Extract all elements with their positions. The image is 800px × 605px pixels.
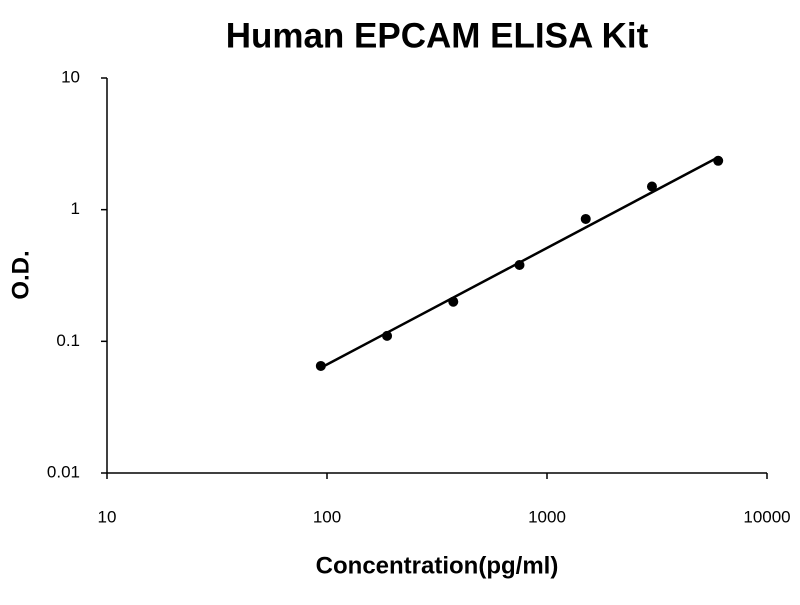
data-point — [646, 181, 657, 192]
data-point — [580, 213, 591, 224]
y-axis-label: O.D. — [7, 250, 34, 299]
y-tick-label: 0.1 — [56, 331, 80, 350]
data-point — [713, 155, 724, 166]
data-point — [315, 360, 326, 371]
data-point — [514, 259, 525, 270]
x-axis-label: Concentration(pg/ml) — [316, 552, 559, 579]
data-point — [448, 296, 459, 307]
y-tick-label: 1 — [71, 199, 80, 218]
x-tick-label: 10000 — [743, 507, 790, 526]
x-tick-label: 1000 — [528, 507, 566, 526]
chart-title: Human EPCAM ELISA Kit — [226, 16, 649, 55]
y-tick-label: 0.01 — [47, 462, 80, 481]
x-tick-label: 10 — [98, 507, 117, 526]
x-tick-label: 100 — [313, 507, 341, 526]
y-tick-label: 10 — [61, 67, 80, 86]
data-point — [382, 330, 393, 341]
